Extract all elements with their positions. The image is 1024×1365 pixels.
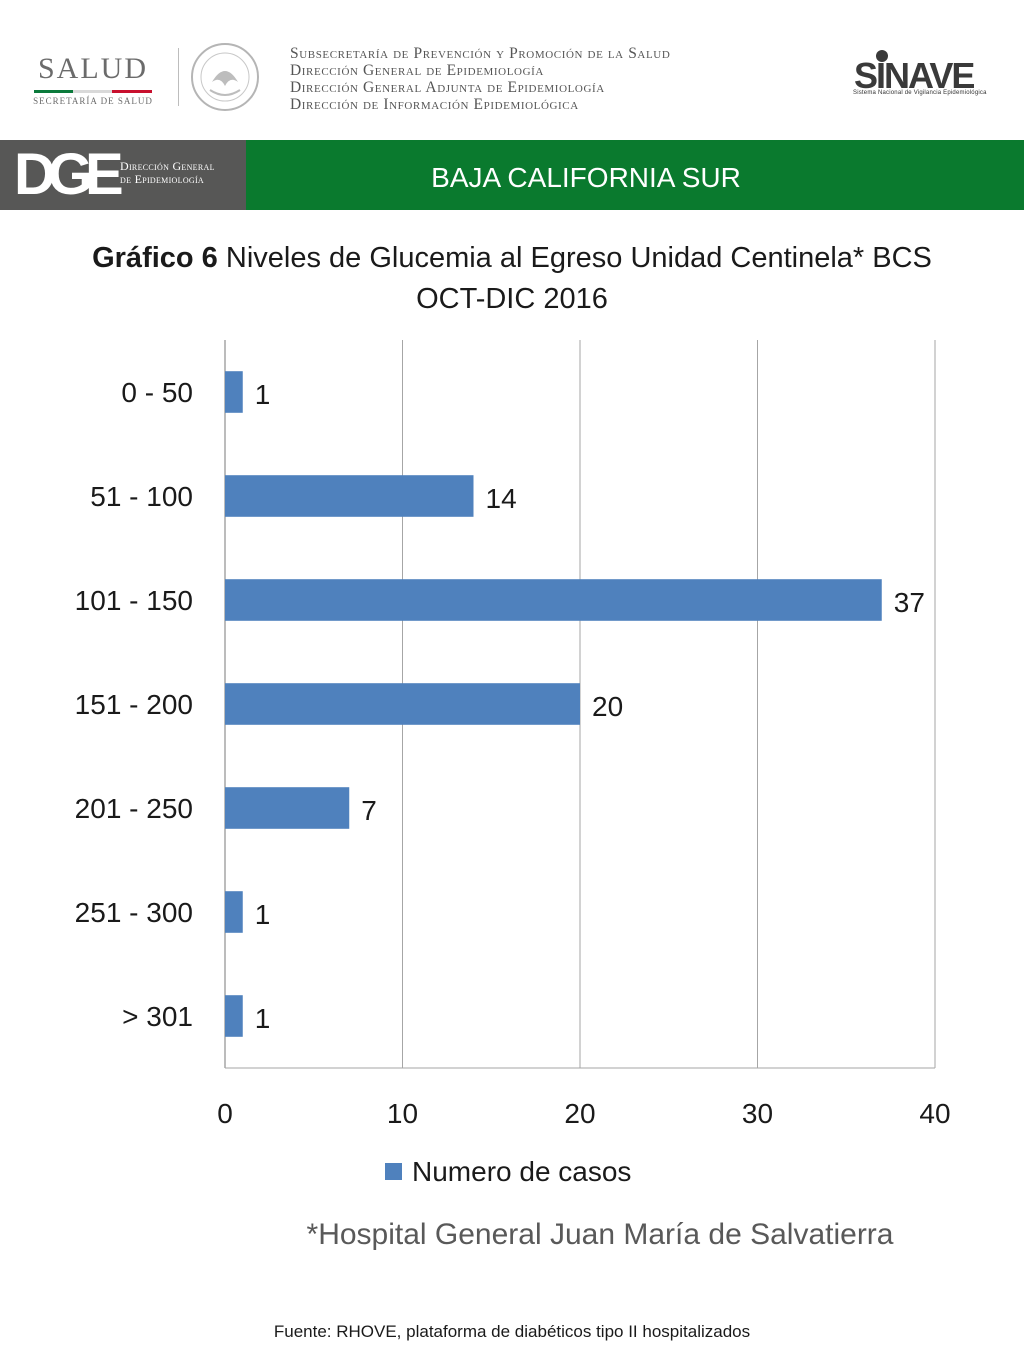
chart-title-period: OCT-DIC 2016	[416, 283, 608, 315]
chart-area: 0 10 20 30 40 0 - 50 1 51 - 100 14 101 - 150 37 151…	[0, 330, 1024, 1200]
x-tick-label: 30	[742, 1098, 773, 1129]
legend-label: Numero de casos	[412, 1156, 631, 1187]
bar	[225, 579, 882, 621]
salud-subtitle: SECRETARÍA DE SALUD	[33, 96, 153, 106]
data-label: 7	[361, 795, 377, 826]
header-divider	[178, 48, 179, 106]
x-tick-label: 20	[564, 1098, 595, 1129]
dept-line-4: Dirección de Información Epidemiológica	[290, 96, 579, 113]
x-tick-label: 0	[217, 1098, 233, 1129]
data-label: 20	[592, 691, 623, 722]
y-category-label: 51 - 100	[90, 481, 193, 512]
dge-label: Dirección General de Epidemiología	[120, 160, 215, 186]
bar	[225, 995, 243, 1037]
sinave-subtitle: Sistema Nacional de Vigilancia Epidemiol…	[853, 90, 987, 96]
legend-swatch	[385, 1163, 402, 1180]
bar	[225, 475, 474, 517]
bar	[225, 683, 580, 725]
dept-line-3: Dirección General Adjunta de Epidemiolog…	[290, 79, 605, 96]
salud-logo: SALUD SECRETARÍA DE SALUD	[28, 52, 158, 106]
data-label: 14	[486, 483, 517, 514]
y-category-label: 251 - 300	[75, 897, 193, 928]
chart-title: Gráfico 6 Niveles de Glucemia al Egreso …	[20, 238, 1004, 320]
sinave-wordmark: SINAVE	[854, 55, 974, 96]
dge-label-line-2: de Epidemiología	[120, 172, 205, 186]
source-footnote: Fuente: RHOVE, plataforma de diabéticos …	[273, 1322, 751, 1341]
header: SALUD SECRETARÍA DE SALUD Subsecretaría …	[0, 0, 1024, 138]
x-tick-label: 10	[387, 1098, 418, 1129]
bar	[225, 891, 243, 933]
department-lines: Subsecretaría de Prevención y Promoción …	[290, 45, 670, 113]
salud-color-rule	[34, 90, 152, 93]
data-label: 1	[255, 899, 271, 930]
x-tick-label: 40	[919, 1098, 950, 1129]
national-seal-icon	[191, 43, 259, 111]
data-label: 37	[894, 587, 925, 618]
y-category-label: > 301	[122, 1001, 193, 1032]
state-name: BAJA CALIFORNIA SUR	[431, 162, 741, 193]
hospital-footnote: *Hospital General Juan María de Salvatie…	[306, 1218, 894, 1251]
y-category-label: 0 - 50	[121, 377, 193, 408]
chart-title-text: Niveles de Glucemia al Egreso Unidad Cen…	[217, 242, 932, 274]
y-category-label: 101 - 150	[75, 585, 193, 616]
banner-state-block: BAJA CALIFORNIA SUR	[246, 140, 1024, 210]
salud-wordmark: SALUD	[37, 52, 148, 85]
bar	[225, 787, 350, 829]
dept-line-1: Subsecretaría de Prevención y Promoción …	[290, 45, 671, 62]
dge-label-line-1: Dirección General	[120, 159, 215, 173]
banner: DGE Dirección General de Epidemiología B…	[0, 140, 1024, 210]
y-category-label: 201 - 250	[75, 793, 193, 824]
dge-logo: DGE	[14, 142, 124, 207]
y-category-label: 151 - 200	[75, 689, 193, 720]
data-label: 1	[255, 1003, 271, 1034]
banner-dge-block: DGE Dirección General de Epidemiología	[0, 140, 246, 210]
sinave-logo: SINAVE	[854, 50, 976, 96]
dept-line-2: Dirección General de Epidemiología	[290, 62, 544, 79]
bar	[225, 371, 243, 413]
chart-title-number: Gráfico 6	[92, 242, 218, 274]
data-label: 1	[255, 379, 271, 410]
bar-chart: 0 10 20 30 40 0 - 50 1 51 - 100 14 101 - 150 37 151…	[75, 340, 951, 1187]
